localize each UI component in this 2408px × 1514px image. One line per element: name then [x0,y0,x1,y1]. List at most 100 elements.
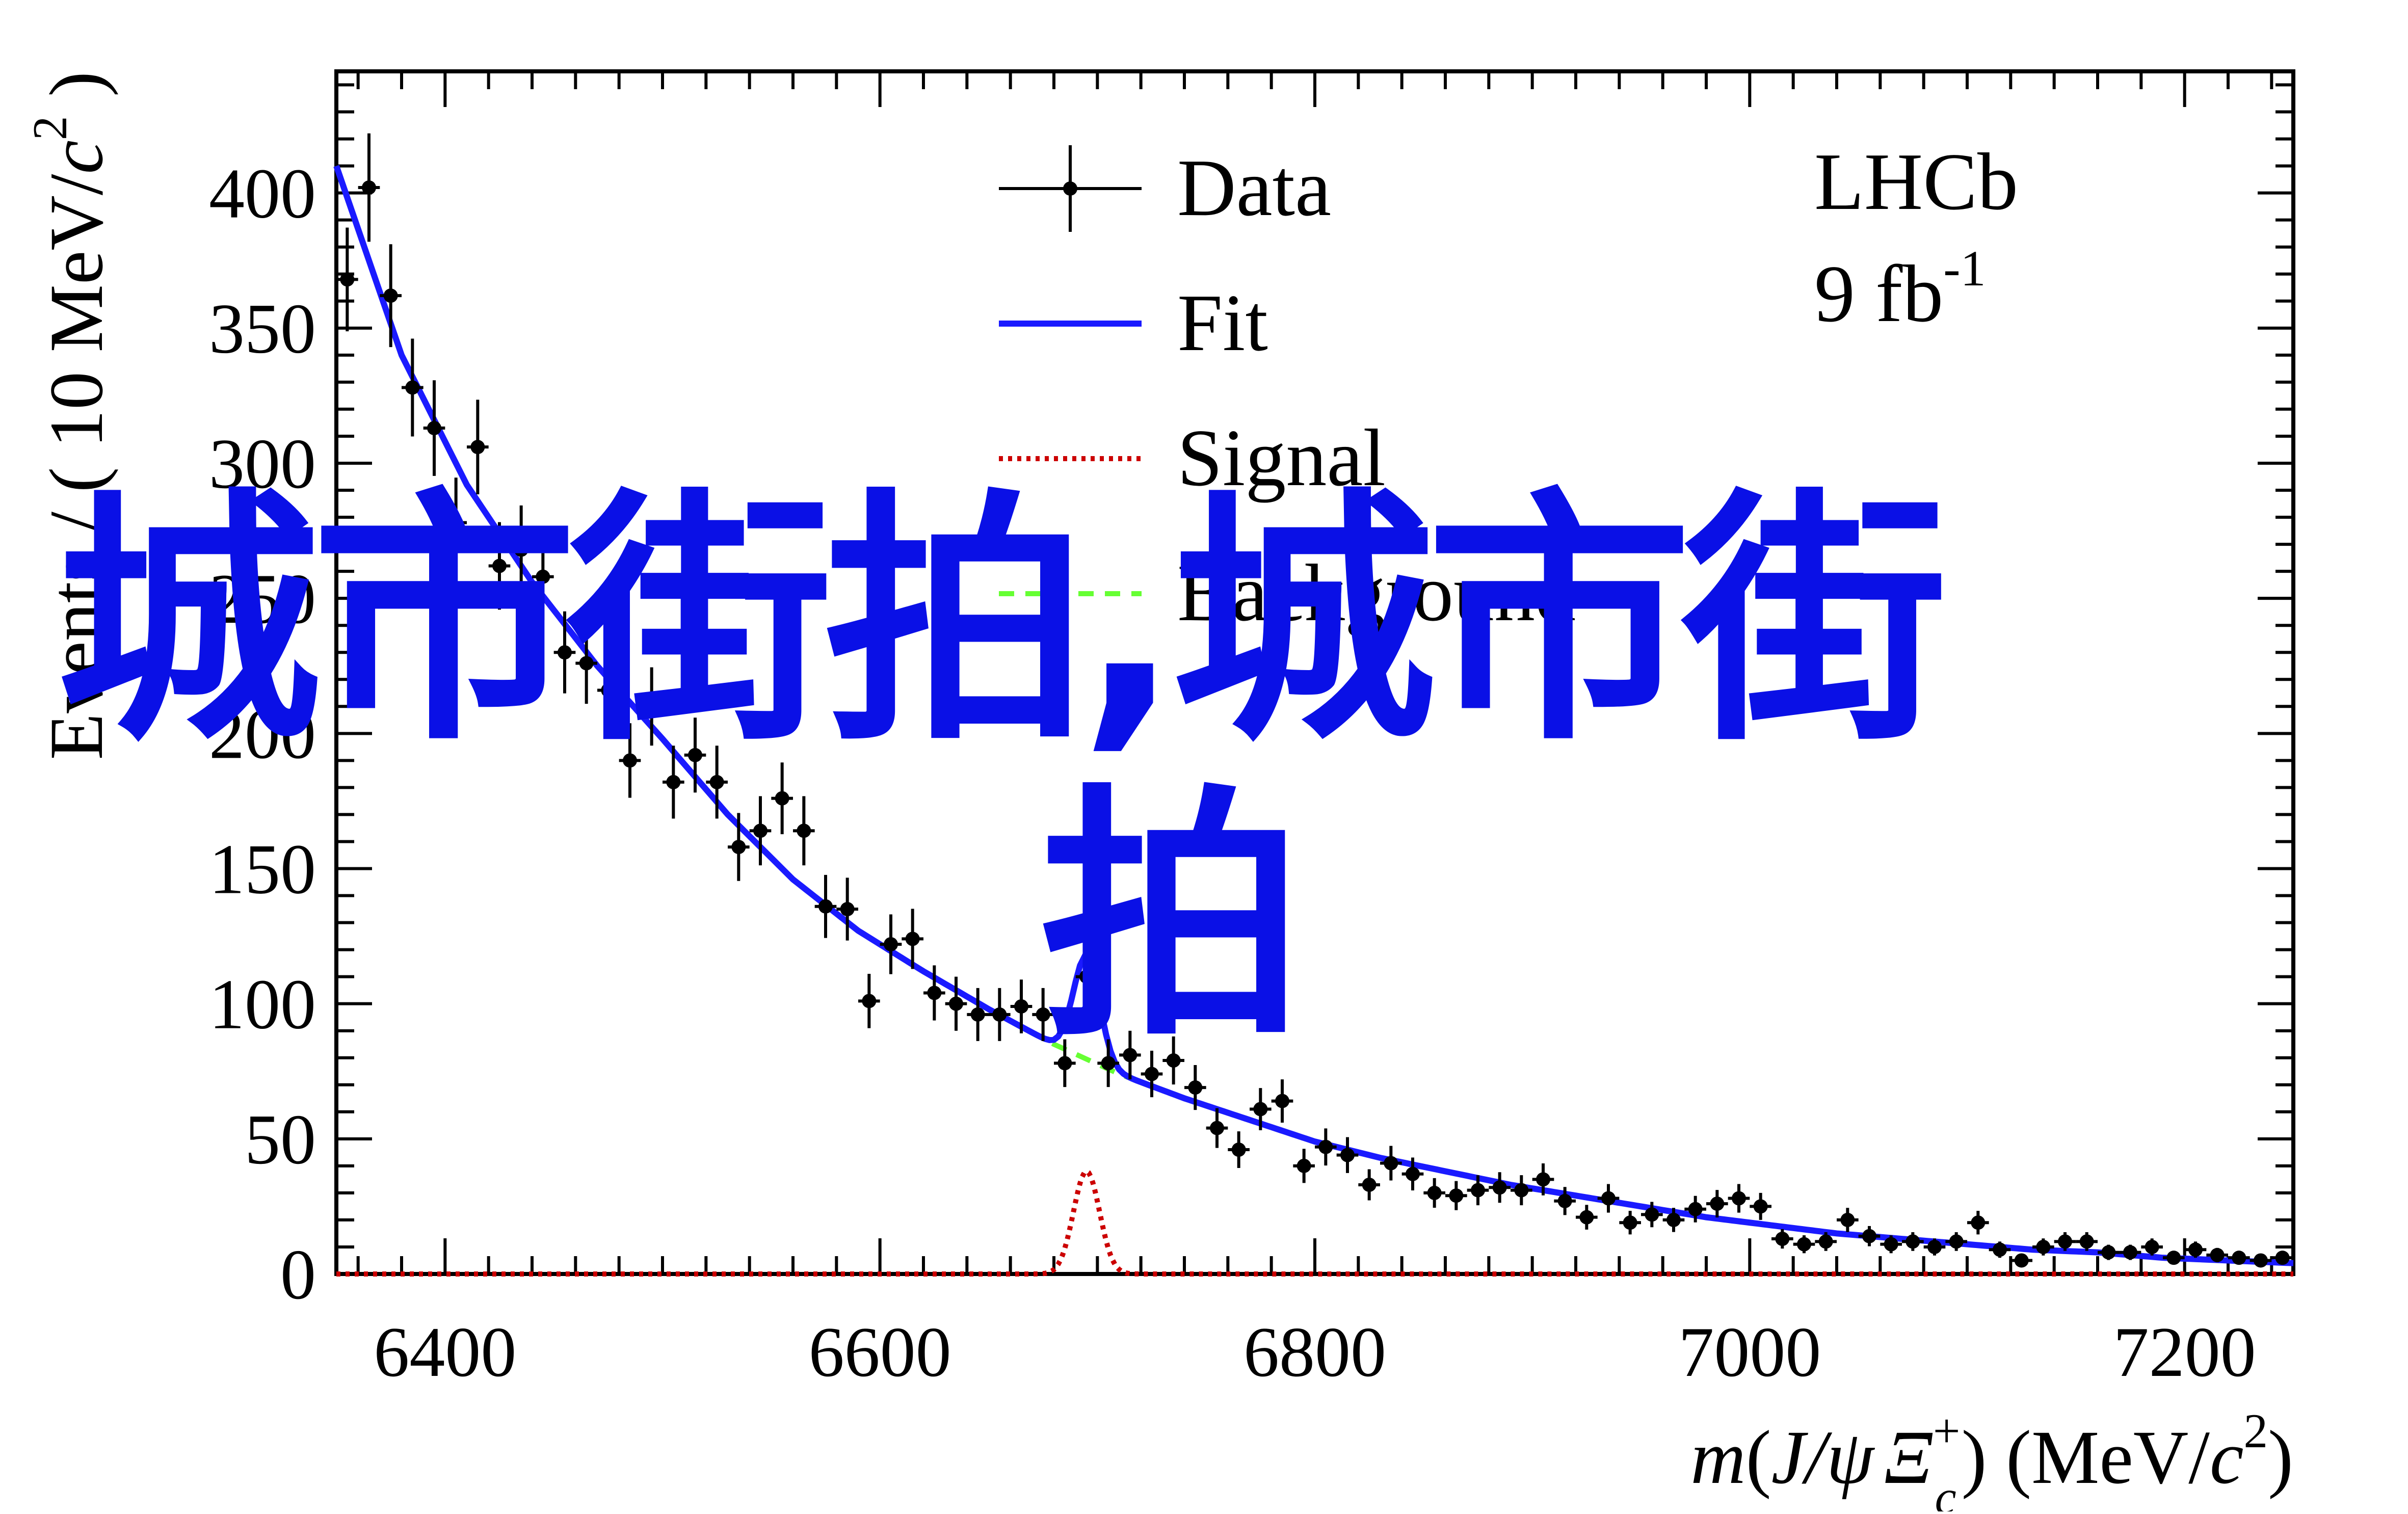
y-tick-label: 200 [209,695,316,774]
data-point [902,909,923,969]
data-marker [470,440,485,455]
y-tick-label: 50 [245,1100,316,1179]
data-marker [1101,1056,1116,1071]
data-point [2271,1251,2293,1265]
data-point [532,533,554,620]
data-point [1815,1232,1837,1251]
data-point [1684,1196,1706,1223]
data-marker [1406,1166,1420,1181]
x-tick-label: 6800 [1243,1313,1386,1392]
data-marker [1231,1143,1246,1157]
data-marker [1884,1237,1898,1252]
data-point [1445,1181,1467,1210]
data-point [1750,1192,1771,1220]
data-marker [1014,999,1028,1014]
data-marker [753,824,768,838]
data-point [1075,948,1098,1005]
data-point [2250,1253,2272,1268]
data-point [1228,1131,1250,1168]
data-marker [949,996,963,1011]
data-point [2206,1247,2228,1262]
data-point [2141,1238,2163,1256]
data-point [967,988,989,1041]
data-point [510,505,532,594]
data-point [1880,1235,1902,1254]
data-point [814,874,837,938]
data-marker [1688,1202,1703,1216]
data-point [2098,1244,2120,1260]
data-marker [709,775,724,789]
data-point [1336,1137,1359,1173]
data-marker [1210,1121,1224,1135]
data-point [1206,1108,1228,1148]
data-point [858,974,880,1028]
data-marker [1862,1229,1876,1243]
data-marker [601,683,616,698]
data-marker [448,515,463,530]
data-point [1489,1172,1511,1203]
data-marker [514,542,528,557]
legend-label: Fit [1177,277,1268,368]
annotation-lhcb: LHCb [1814,136,2018,227]
data-marker [884,937,898,951]
data-point [445,477,467,568]
data-marker [1427,1185,1442,1200]
data-point [1728,1184,1750,1213]
legend-label: Background [1177,547,1576,638]
data-marker [492,559,507,573]
data-point [488,522,511,610]
x-tick-label: 7200 [2113,1313,2256,1392]
data-marker [1710,1197,1725,1211]
data-point [880,914,902,974]
data-marker [536,569,550,584]
data-marker [1906,1234,1920,1249]
data-marker [1057,1056,1072,1071]
data-marker [1362,1177,1377,1192]
data-marker [2166,1251,2181,1265]
data-point [684,718,706,793]
data-point [1250,1088,1272,1130]
x-axis-label: m(J/ψ Ξ+ c) (MeV/c2) [1690,1404,2293,1511]
legend-entry: Data [999,142,1331,233]
legend-label: Data [1177,142,1331,233]
data-marker [1449,1188,1464,1203]
data-marker [1971,1215,1986,1230]
data-point [1315,1128,1337,1166]
data-point [1054,1039,1076,1087]
data-point [1293,1149,1315,1183]
data-marker [927,986,942,1000]
data-point [1771,1229,1793,1249]
data-marker [2145,1239,2159,1254]
data-marker [1145,1067,1159,1081]
data-marker [2014,1253,2029,1268]
data-point [467,400,489,494]
data-marker [2036,1239,2051,1254]
data-point [2054,1232,2076,1251]
data-point [1576,1205,1598,1230]
data-point [1597,1184,1620,1213]
data-point [641,667,663,746]
x-tick-label: 6600 [809,1313,951,1392]
data-marker [1797,1237,1811,1252]
data-point [597,650,619,730]
data-marker [1623,1215,1637,1230]
data-point [402,338,424,437]
data-marker [1318,1139,1333,1154]
y-tick-label: 400 [209,154,316,233]
data-point [1641,1202,1663,1228]
data-marker [1079,969,1094,984]
data-point [1401,1157,1424,1191]
data-point [793,796,815,866]
data-point [2032,1238,2054,1256]
data-point [1793,1235,1815,1254]
data-marker [1340,1148,1355,1162]
data-marker [1514,1183,1529,1198]
data-point [2228,1251,2250,1265]
data-marker [797,824,811,838]
data-marker [1840,1212,1855,1227]
data-marker [1818,1234,1833,1249]
data-marker [970,1007,985,1022]
legend-entry: Background [999,547,1576,638]
data-marker [362,180,376,195]
